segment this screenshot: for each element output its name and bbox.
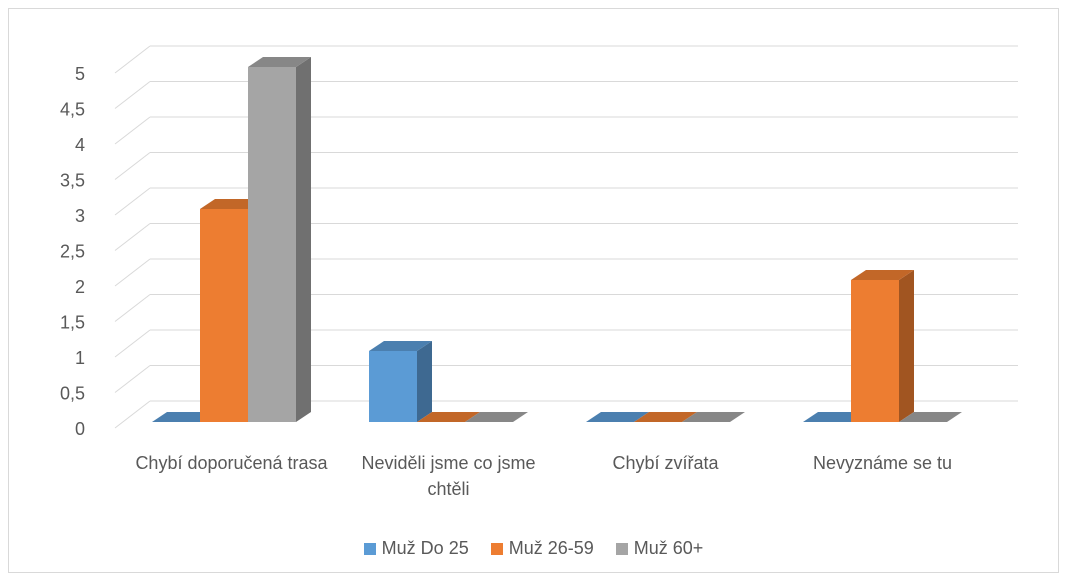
x-tick-label: Nevyznáme se tu (812, 453, 953, 473)
y-tick-label: 4 (75, 135, 85, 155)
legend-swatch (363, 542, 376, 555)
grid-line (114, 258, 151, 287)
y-tick-label: 0,5 (60, 383, 85, 403)
bar (248, 57, 311, 422)
bar-front (200, 209, 248, 422)
bar-top (586, 412, 649, 422)
y-tick-label: 2 (75, 277, 85, 297)
bar-top (682, 412, 745, 422)
grid-line (114, 365, 151, 393)
bar (634, 412, 697, 422)
x-tick-label: Neviděli jsme co jsme chtěli (361, 453, 536, 499)
bar (899, 412, 962, 422)
bar-side (899, 270, 914, 422)
legend-item: Muž Do 25 (363, 538, 469, 559)
bar-top (634, 412, 697, 422)
x-tick-label: Chybí doporučená trasa (135, 453, 328, 473)
grid-line (114, 187, 151, 216)
bar-top (417, 412, 480, 422)
bar-top (465, 412, 528, 422)
bar (803, 412, 866, 422)
bar-top (803, 412, 866, 422)
grid-line (114, 294, 151, 322)
legend-label: Muž 60+ (633, 538, 704, 558)
bar (417, 412, 480, 422)
y-tick-label: 4,5 (60, 99, 85, 119)
bar-top (200, 199, 263, 209)
legend-swatch (615, 542, 628, 555)
chart-border (8, 8, 1059, 573)
bar (586, 412, 649, 422)
y-tick-label: 2,5 (60, 241, 85, 261)
legend-label: Muž 26-59 (508, 538, 594, 558)
y-tick-label: 1,5 (60, 312, 85, 332)
y-tick-label: 1 (75, 348, 85, 368)
bar-top (899, 412, 962, 422)
bar-top (248, 57, 311, 67)
y-tick-label: 3 (75, 206, 85, 226)
bar (851, 270, 914, 422)
y-tick-label: 3,5 (60, 170, 85, 190)
bar (369, 341, 432, 422)
bar (152, 412, 215, 422)
bar-front (851, 280, 899, 422)
grid-line (114, 400, 151, 429)
bar-top (152, 412, 215, 422)
legend: Muž Do 25 Muž 26-59 Muž 60+ (0, 538, 1067, 559)
bar-front (369, 351, 417, 422)
grid-line (114, 152, 151, 180)
bar-top (369, 341, 432, 351)
bar (465, 412, 528, 422)
legend-item: Muž 26-59 (490, 538, 594, 559)
bar-top (851, 270, 914, 280)
grid-line (114, 329, 151, 358)
bar-side (296, 57, 311, 422)
legend-item: Muž 60+ (615, 538, 704, 559)
grid-line (114, 45, 151, 74)
legend-swatch (490, 542, 503, 555)
legend-label: Muž Do 25 (381, 538, 469, 558)
y-tick-label: 5 (75, 64, 85, 84)
y-tick-label: 0 (75, 419, 85, 439)
bar (682, 412, 745, 422)
bar-side (417, 341, 432, 422)
grid-line (114, 116, 151, 145)
x-tick-label: Chybí zvířata (612, 453, 719, 473)
grid-line (114, 223, 151, 251)
grid-line (114, 81, 151, 109)
bar-front (248, 67, 296, 422)
